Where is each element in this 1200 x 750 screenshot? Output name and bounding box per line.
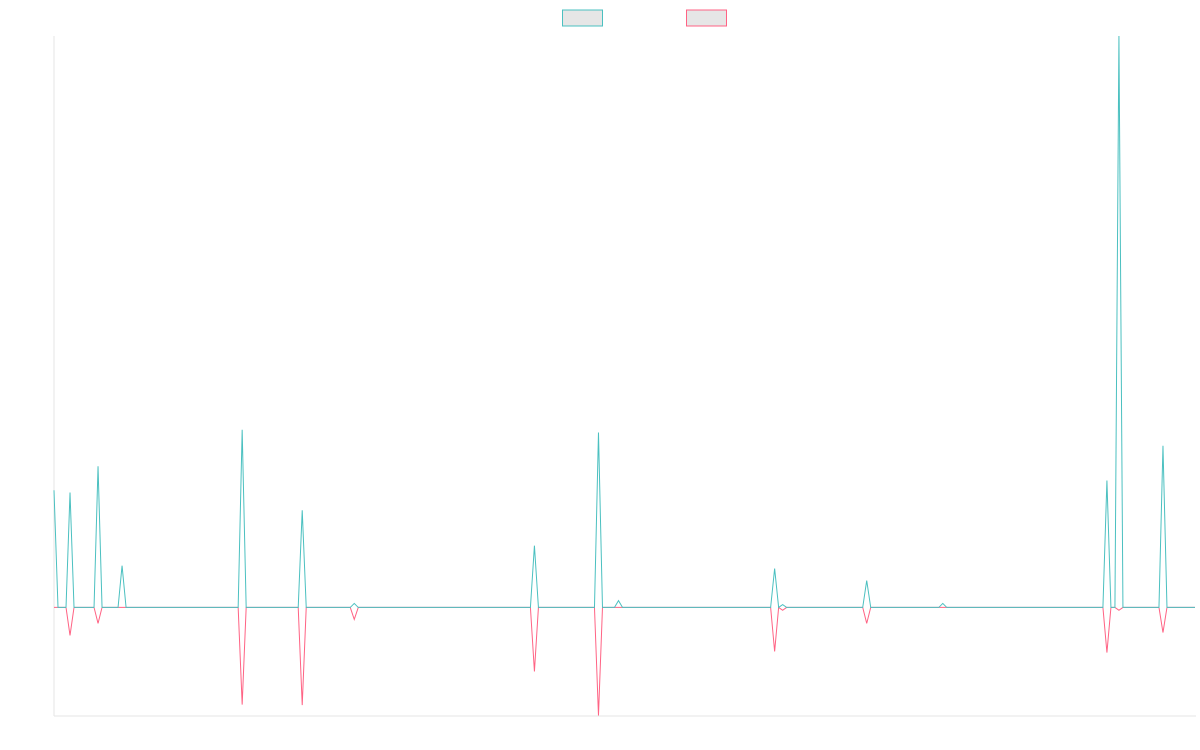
series-line: [54, 606, 1195, 716]
series-line: [53, 35, 1195, 609]
legend-swatch: [562, 9, 603, 27]
legend-swatch: [686, 9, 727, 27]
